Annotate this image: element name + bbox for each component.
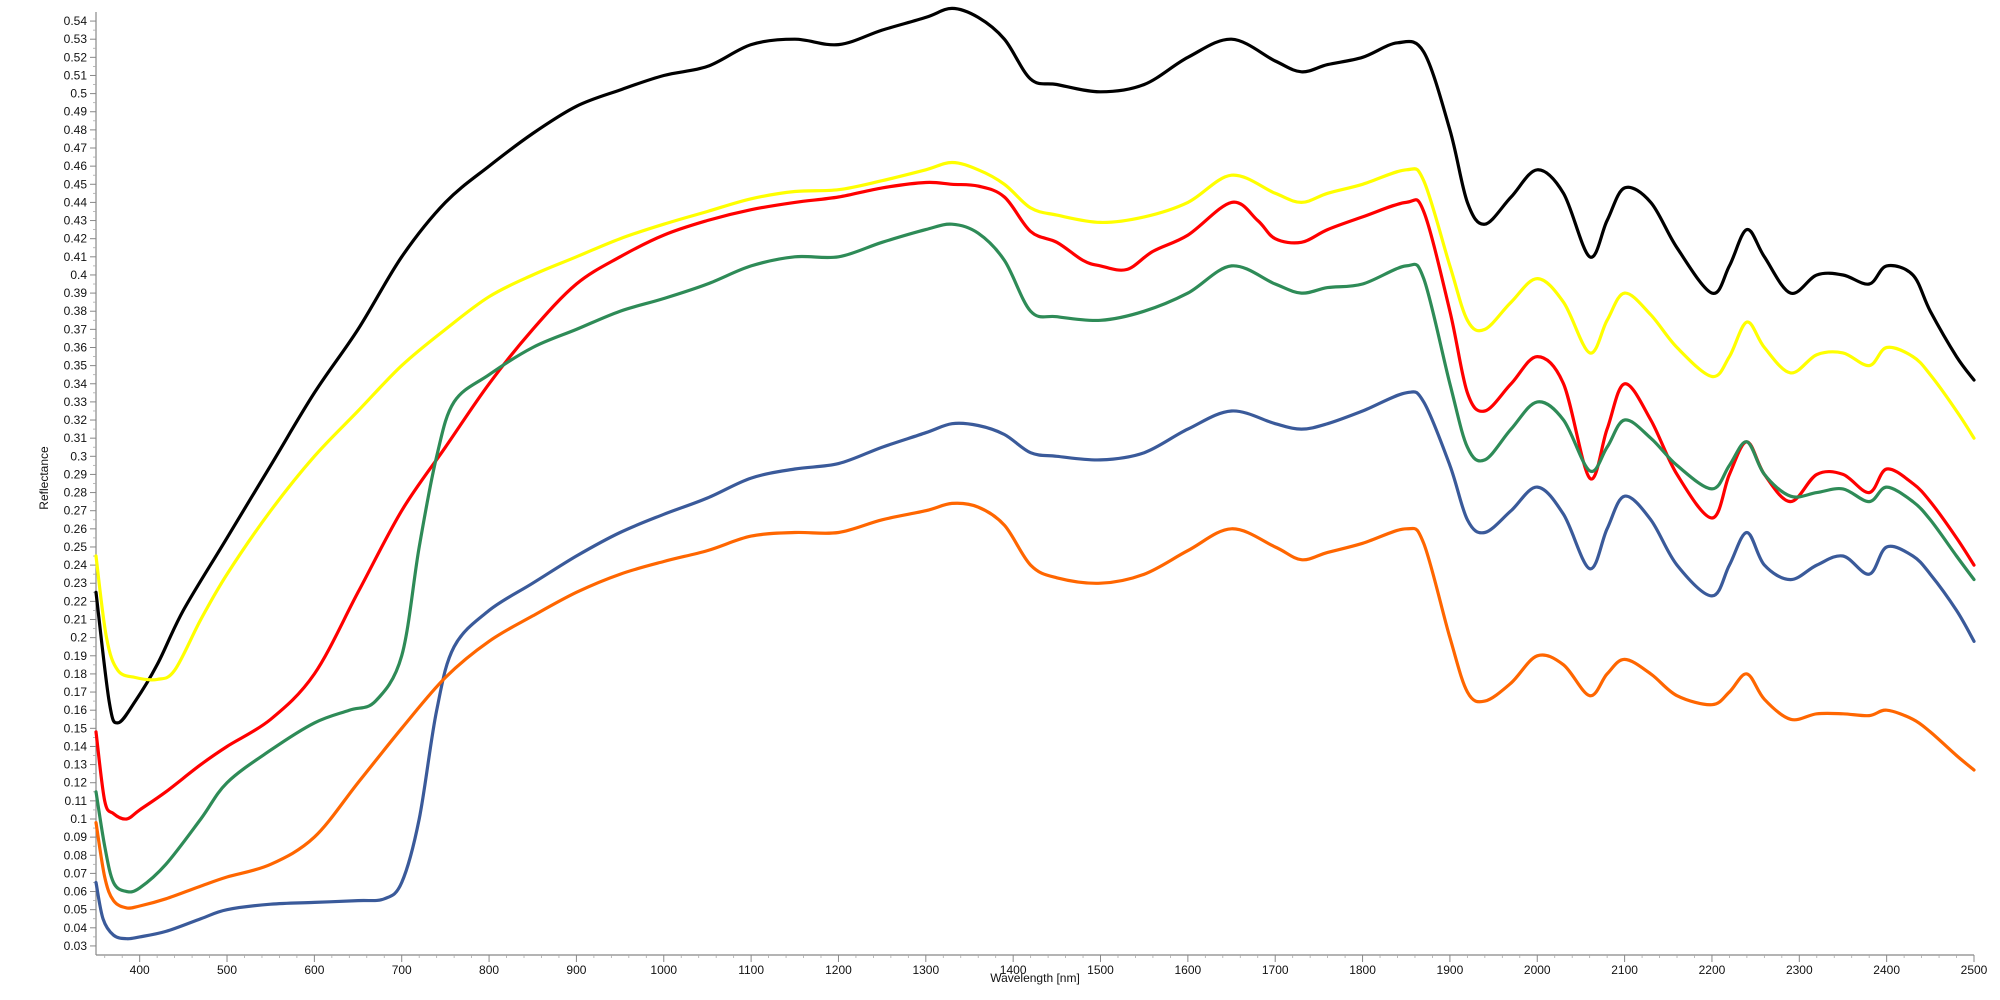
y-tick-label: 0.16 xyxy=(64,703,88,717)
x-tick-label: 2400 xyxy=(1873,963,1900,977)
x-axis-title: Wavelength [nm] xyxy=(990,971,1080,985)
y-tick-label: 0.23 xyxy=(64,576,88,590)
y-tick-label: 0.27 xyxy=(64,504,88,518)
y-tick-label: 0.12 xyxy=(64,776,88,790)
x-tick-label: 1500 xyxy=(1087,963,1114,977)
y-tick-label: 0.04 xyxy=(64,921,88,935)
y-tick-label: 0.48 xyxy=(64,123,88,137)
y-tick-label: 0.24 xyxy=(64,558,88,572)
y-tick-label: 0.34 xyxy=(64,377,88,391)
y-axis-ticks: 0.03 0.04 0.05 0.06 0.07 0.08 0.09 0.1 0.11 0.12 0… xyxy=(64,14,96,953)
y-tick-label: 0.15 xyxy=(64,721,88,735)
y-axis-title: Reflectance xyxy=(37,446,51,510)
y-tick-label: 0.32 xyxy=(64,413,88,427)
y-tick-label: 0.28 xyxy=(64,486,88,500)
axes xyxy=(95,12,1974,956)
y-tick-label: 0.2 xyxy=(70,631,87,645)
x-tick-label: 1800 xyxy=(1349,963,1376,977)
x-tick-label: 700 xyxy=(392,963,412,977)
y-tick-label: 0.54 xyxy=(64,14,88,28)
y-tick-label: 0.33 xyxy=(64,395,88,409)
y-tick-label: 0.03 xyxy=(64,939,88,953)
x-axis-ticks: 400 500 600 700 800 900 1000 1100 1200 1300 1400 15… xyxy=(104,955,1988,977)
y-tick-label: 0.07 xyxy=(64,866,88,880)
x-tick-label: 1400 xyxy=(1000,963,1027,977)
x-tick-label: 2500 xyxy=(1961,963,1988,977)
x-tick-label: 1700 xyxy=(1262,963,1289,977)
x-tick-label: 1900 xyxy=(1437,963,1464,977)
y-tick-label: 0.46 xyxy=(64,159,88,173)
x-tick-label: 2100 xyxy=(1611,963,1638,977)
x-tick-label: 400 xyxy=(130,963,150,977)
x-tick-label: 500 xyxy=(217,963,237,977)
y-tick-label: 0.09 xyxy=(64,830,88,844)
y-tick-label: 0.25 xyxy=(64,540,88,554)
y-tick-label: 0.1 xyxy=(70,812,87,826)
x-tick-label: 1200 xyxy=(825,963,852,977)
y-tick-label: 0.11 xyxy=(65,794,88,808)
y-tick-label: 0.3 xyxy=(70,449,87,463)
x-tick-label: 600 xyxy=(304,963,324,977)
y-tick-label: 0.51 xyxy=(64,68,88,82)
x-tick-label: 1100 xyxy=(738,963,764,977)
y-tick-label: 0.39 xyxy=(64,286,88,300)
x-tick-label: 2000 xyxy=(1524,963,1551,977)
y-tick-label: 0.22 xyxy=(64,594,88,608)
series-line-2 xyxy=(94,160,1976,682)
x-tick-label: 900 xyxy=(566,963,586,977)
series-line-4 xyxy=(94,222,1976,894)
y-tick-label: 0.26 xyxy=(64,522,88,536)
y-tick-label: 0.53 xyxy=(64,32,88,46)
x-tick-label: 800 xyxy=(479,963,499,977)
series-line-1 xyxy=(94,6,1976,725)
y-tick-label: 0.45 xyxy=(64,177,88,191)
y-tick-label: 0.14 xyxy=(64,739,88,753)
y-tick-label: 0.35 xyxy=(64,359,88,373)
y-tick-label: 0.47 xyxy=(64,141,88,155)
y-tick-label: 0.44 xyxy=(64,195,88,209)
x-tick-label: 1600 xyxy=(1175,963,1202,977)
y-tick-label: 0.38 xyxy=(64,304,88,318)
x-tick-label: 2300 xyxy=(1786,963,1813,977)
y-tick-label: 0.43 xyxy=(64,214,88,228)
y-tick-label: 0.42 xyxy=(64,232,88,246)
x-tick-label: 2200 xyxy=(1699,963,1726,977)
series-line-6 xyxy=(94,501,1976,910)
y-tick-label: 0.31 xyxy=(64,431,88,445)
y-tick-label: 0.08 xyxy=(64,848,88,862)
series-line-5 xyxy=(94,390,1976,941)
y-tick-label: 0.5 xyxy=(70,87,87,101)
y-tick-label: 0.36 xyxy=(64,340,88,354)
y-tick-label: 0.13 xyxy=(64,758,88,772)
y-tick-label: 0.37 xyxy=(64,322,88,336)
y-tick-label: 0.06 xyxy=(64,885,88,899)
series-line-3 xyxy=(94,180,1976,821)
y-tick-label: 0.29 xyxy=(64,467,88,481)
y-tick-label: 0.17 xyxy=(64,685,88,699)
y-tick-label: 0.52 xyxy=(64,50,88,64)
y-tick-label: 0.49 xyxy=(64,105,88,119)
y-tick-label: 0.21 xyxy=(64,613,88,627)
y-tick-label: 0.05 xyxy=(64,903,88,917)
x-tick-label: 1000 xyxy=(650,963,677,977)
y-tick-label: 0.41 xyxy=(64,250,88,264)
x-tick-label: 1300 xyxy=(912,963,939,977)
series-lines xyxy=(94,6,1976,941)
y-tick-label: 0.4 xyxy=(70,268,87,282)
y-tick-label: 0.18 xyxy=(64,667,88,681)
y-tick-label: 0.19 xyxy=(64,649,88,663)
